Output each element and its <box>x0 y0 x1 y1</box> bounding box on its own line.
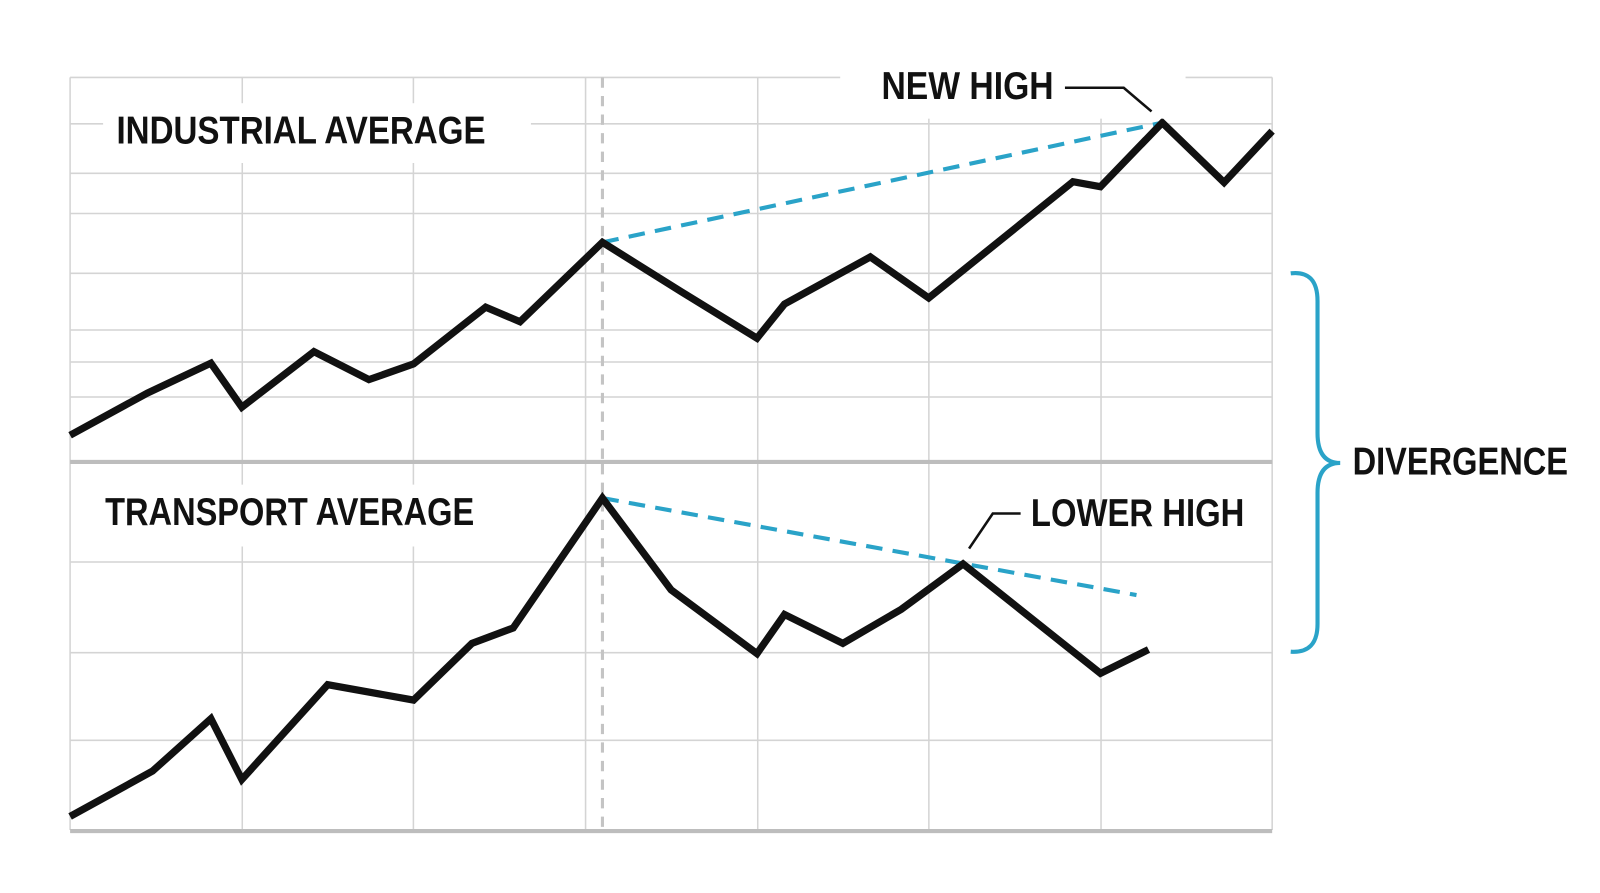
price-line <box>68 117 1275 439</box>
divergence-label: DIVERGENCE <box>1353 440 1568 483</box>
title-bg <box>103 103 531 163</box>
trend-line <box>602 120 1163 245</box>
annotation-bg <box>840 56 1186 119</box>
leader-line <box>1064 86 1153 113</box>
trend-line <box>602 496 1137 598</box>
panel-title: INDUSTRIAL AVERAGE <box>116 109 485 152</box>
divergence-bracket <box>1290 271 1341 654</box>
price-line <box>68 491 1151 820</box>
panel-title: TRANSPORT AVERAGE <box>105 491 474 534</box>
annotation: LOWER HIGH <box>1031 492 1244 535</box>
grid <box>69 76 1273 834</box>
labels: INDUSTRIAL AVERAGE TRANSPORT AVERAGE NEW… <box>92 56 1568 654</box>
leader-line <box>968 512 1021 550</box>
title-bg <box>92 484 495 547</box>
marks <box>68 77 1275 831</box>
annotation: NEW HIGH <box>881 65 1053 108</box>
